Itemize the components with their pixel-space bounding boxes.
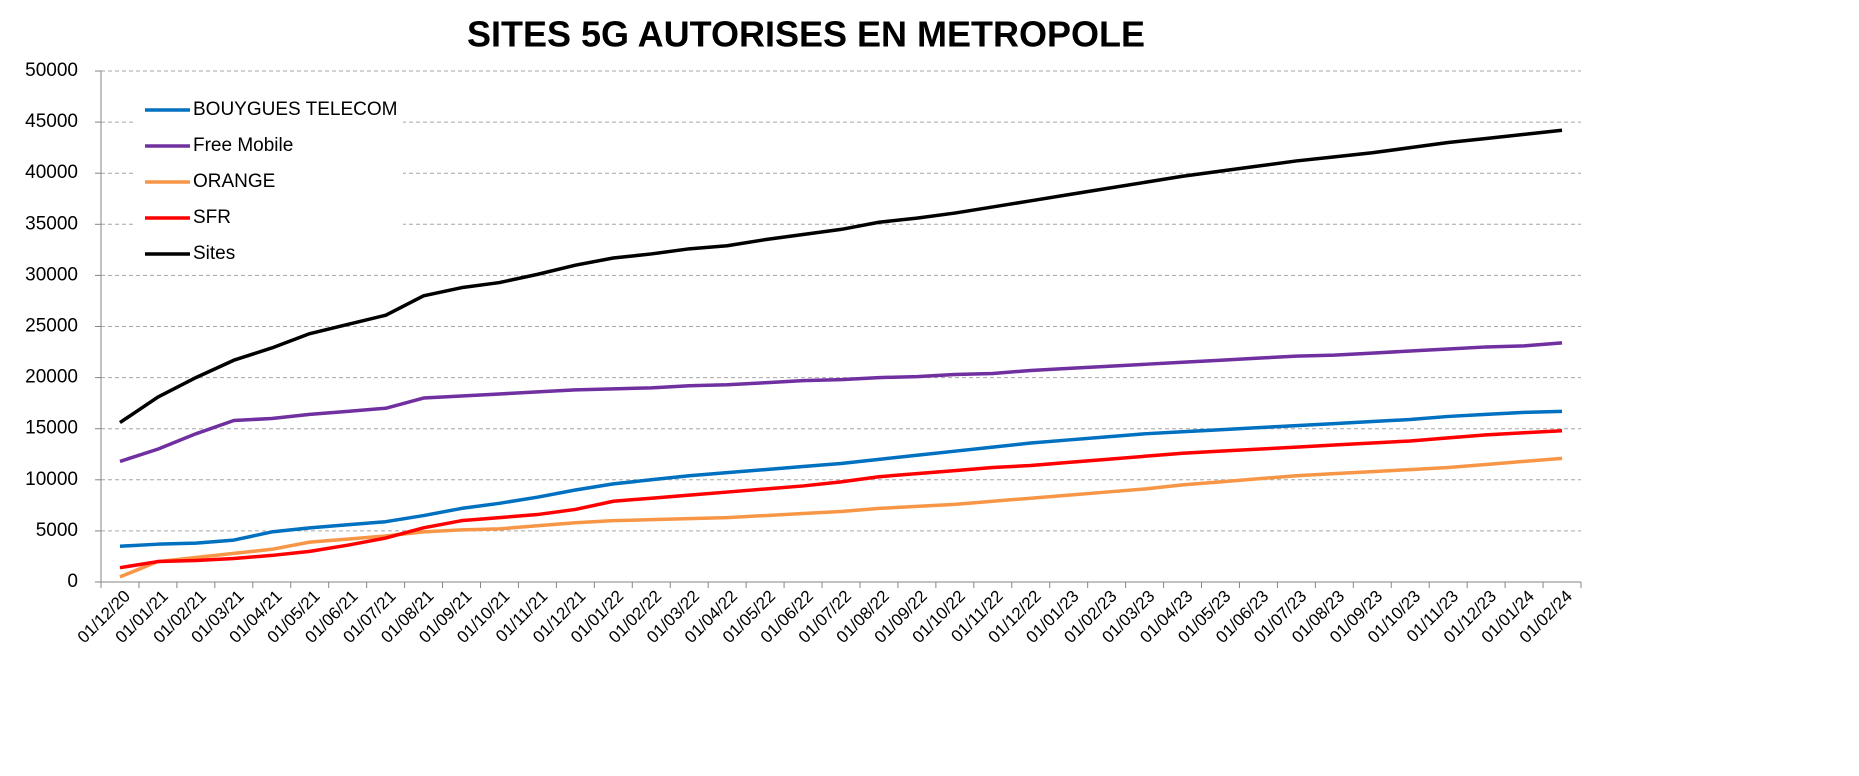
chart-title: SITES 5G AUTORISES EN METROPOLE — [467, 14, 1145, 55]
y-tick-label: 0 — [67, 571, 78, 592]
series-line — [119, 456, 1563, 579]
y-tick-label: 45000 — [25, 111, 78, 132]
legend-label: Free Mobile — [193, 135, 293, 156]
legend-label: ORANGE — [193, 171, 275, 192]
legend-label: SFR — [193, 207, 231, 228]
y-tick-label: 40000 — [25, 162, 78, 183]
series-line — [119, 409, 1563, 548]
y-tick-label: 30000 — [25, 264, 78, 285]
legend: BOUYGUES TELECOM Free Mobile ORANGE SFR Site… — [135, 92, 403, 272]
legend-label: BOUYGUES TELECOM — [193, 99, 397, 120]
y-tick-label: 25000 — [25, 316, 78, 337]
y-tick-label: 15000 — [25, 418, 78, 439]
series-line — [118, 128, 1563, 425]
y-tick-label: 20000 — [25, 367, 78, 388]
series-line — [119, 341, 1563, 464]
legend-label: Sites — [193, 243, 235, 264]
y-tick-label: 50000 — [25, 60, 78, 81]
y-tick-label: 10000 — [25, 469, 78, 490]
y-tick-label: 35000 — [25, 213, 78, 234]
y-tick-label: 5000 — [36, 520, 78, 541]
series-line — [119, 428, 1563, 570]
